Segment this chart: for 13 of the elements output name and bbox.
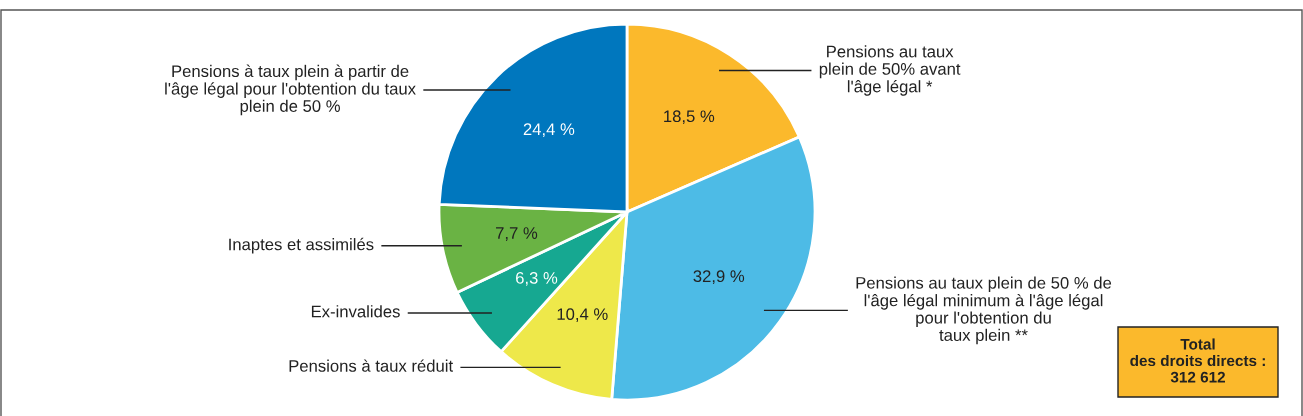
text: Total des droits directs : 312 612 bbox=[1130, 338, 1265, 383]
data-label: 10,4 % bbox=[557, 308, 608, 322]
slice-label: Pensions à taux plein à partir de l'âge légal pour l'obtention du taux plein de 50 % bbox=[165, 64, 416, 116]
data-label: 7,7 % bbox=[496, 227, 538, 241]
slice-label: Ex-invalides bbox=[311, 305, 400, 318]
data-label: 18,5 % bbox=[664, 110, 715, 125]
slice-label: Pensions au taux plein de 50 % de l'âge légal minimum à l'âge légal pour l'obtention du taux plein ** bbox=[856, 276, 1112, 345]
slice-label: Pensions à taux réduit bbox=[289, 359, 453, 372]
slice-label: Inaptes et assimilés bbox=[229, 237, 374, 254]
data-label: 6,3 % bbox=[516, 272, 558, 286]
data-label: 24,4 % bbox=[523, 123, 575, 138]
slice-label: Pensions au taux plein de 50% avant l'âge légal * bbox=[819, 45, 961, 96]
data-label: 32,9 % bbox=[693, 270, 745, 285]
